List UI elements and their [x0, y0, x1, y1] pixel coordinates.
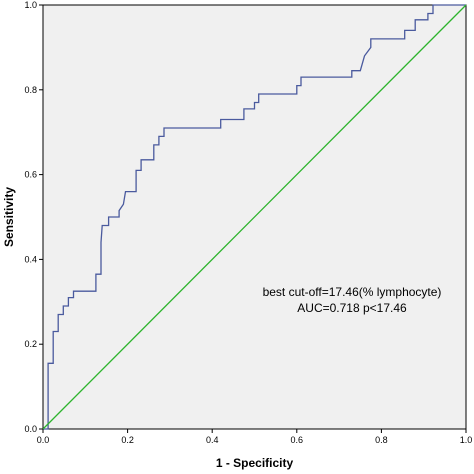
- annotation-auc: AUC=0.718 p<17.46: [297, 301, 407, 315]
- y-tick-label: 0.6: [24, 170, 37, 180]
- y-tick-label: 0.0: [24, 424, 37, 434]
- reference-diagonal-line: [42, 4, 467, 430]
- x-tick-label: 1.0: [460, 435, 473, 445]
- x-tick-label: 0.8: [375, 435, 388, 445]
- series-layer: [42, 4, 467, 430]
- x-axis-title: 1 - Specificity: [216, 456, 294, 470]
- y-axis-title: Sensitivity: [2, 187, 16, 247]
- x-tick-label: 0.4: [206, 435, 219, 445]
- annotation-cutoff: best cut-off=17.46(% lymphocyte): [263, 285, 442, 299]
- x-tick-label: 0.2: [121, 435, 134, 445]
- x-tick-label: 0.0: [37, 435, 50, 445]
- y-tick-label: 0.2: [24, 339, 37, 349]
- x-tick-label: 0.6: [291, 435, 304, 445]
- roc-curve-line: [43, 4, 466, 430]
- y-tick-label: 1.0: [24, 0, 37, 10]
- y-tick-label: 0.4: [24, 254, 37, 264]
- y-tick-label: 0.8: [24, 85, 37, 95]
- ticks-layer: 0.0 0.2 0.4 0.6 0.8 1.0 0.0 0.2 0.4 0.6 0.8 1.0: [24, 0, 472, 445]
